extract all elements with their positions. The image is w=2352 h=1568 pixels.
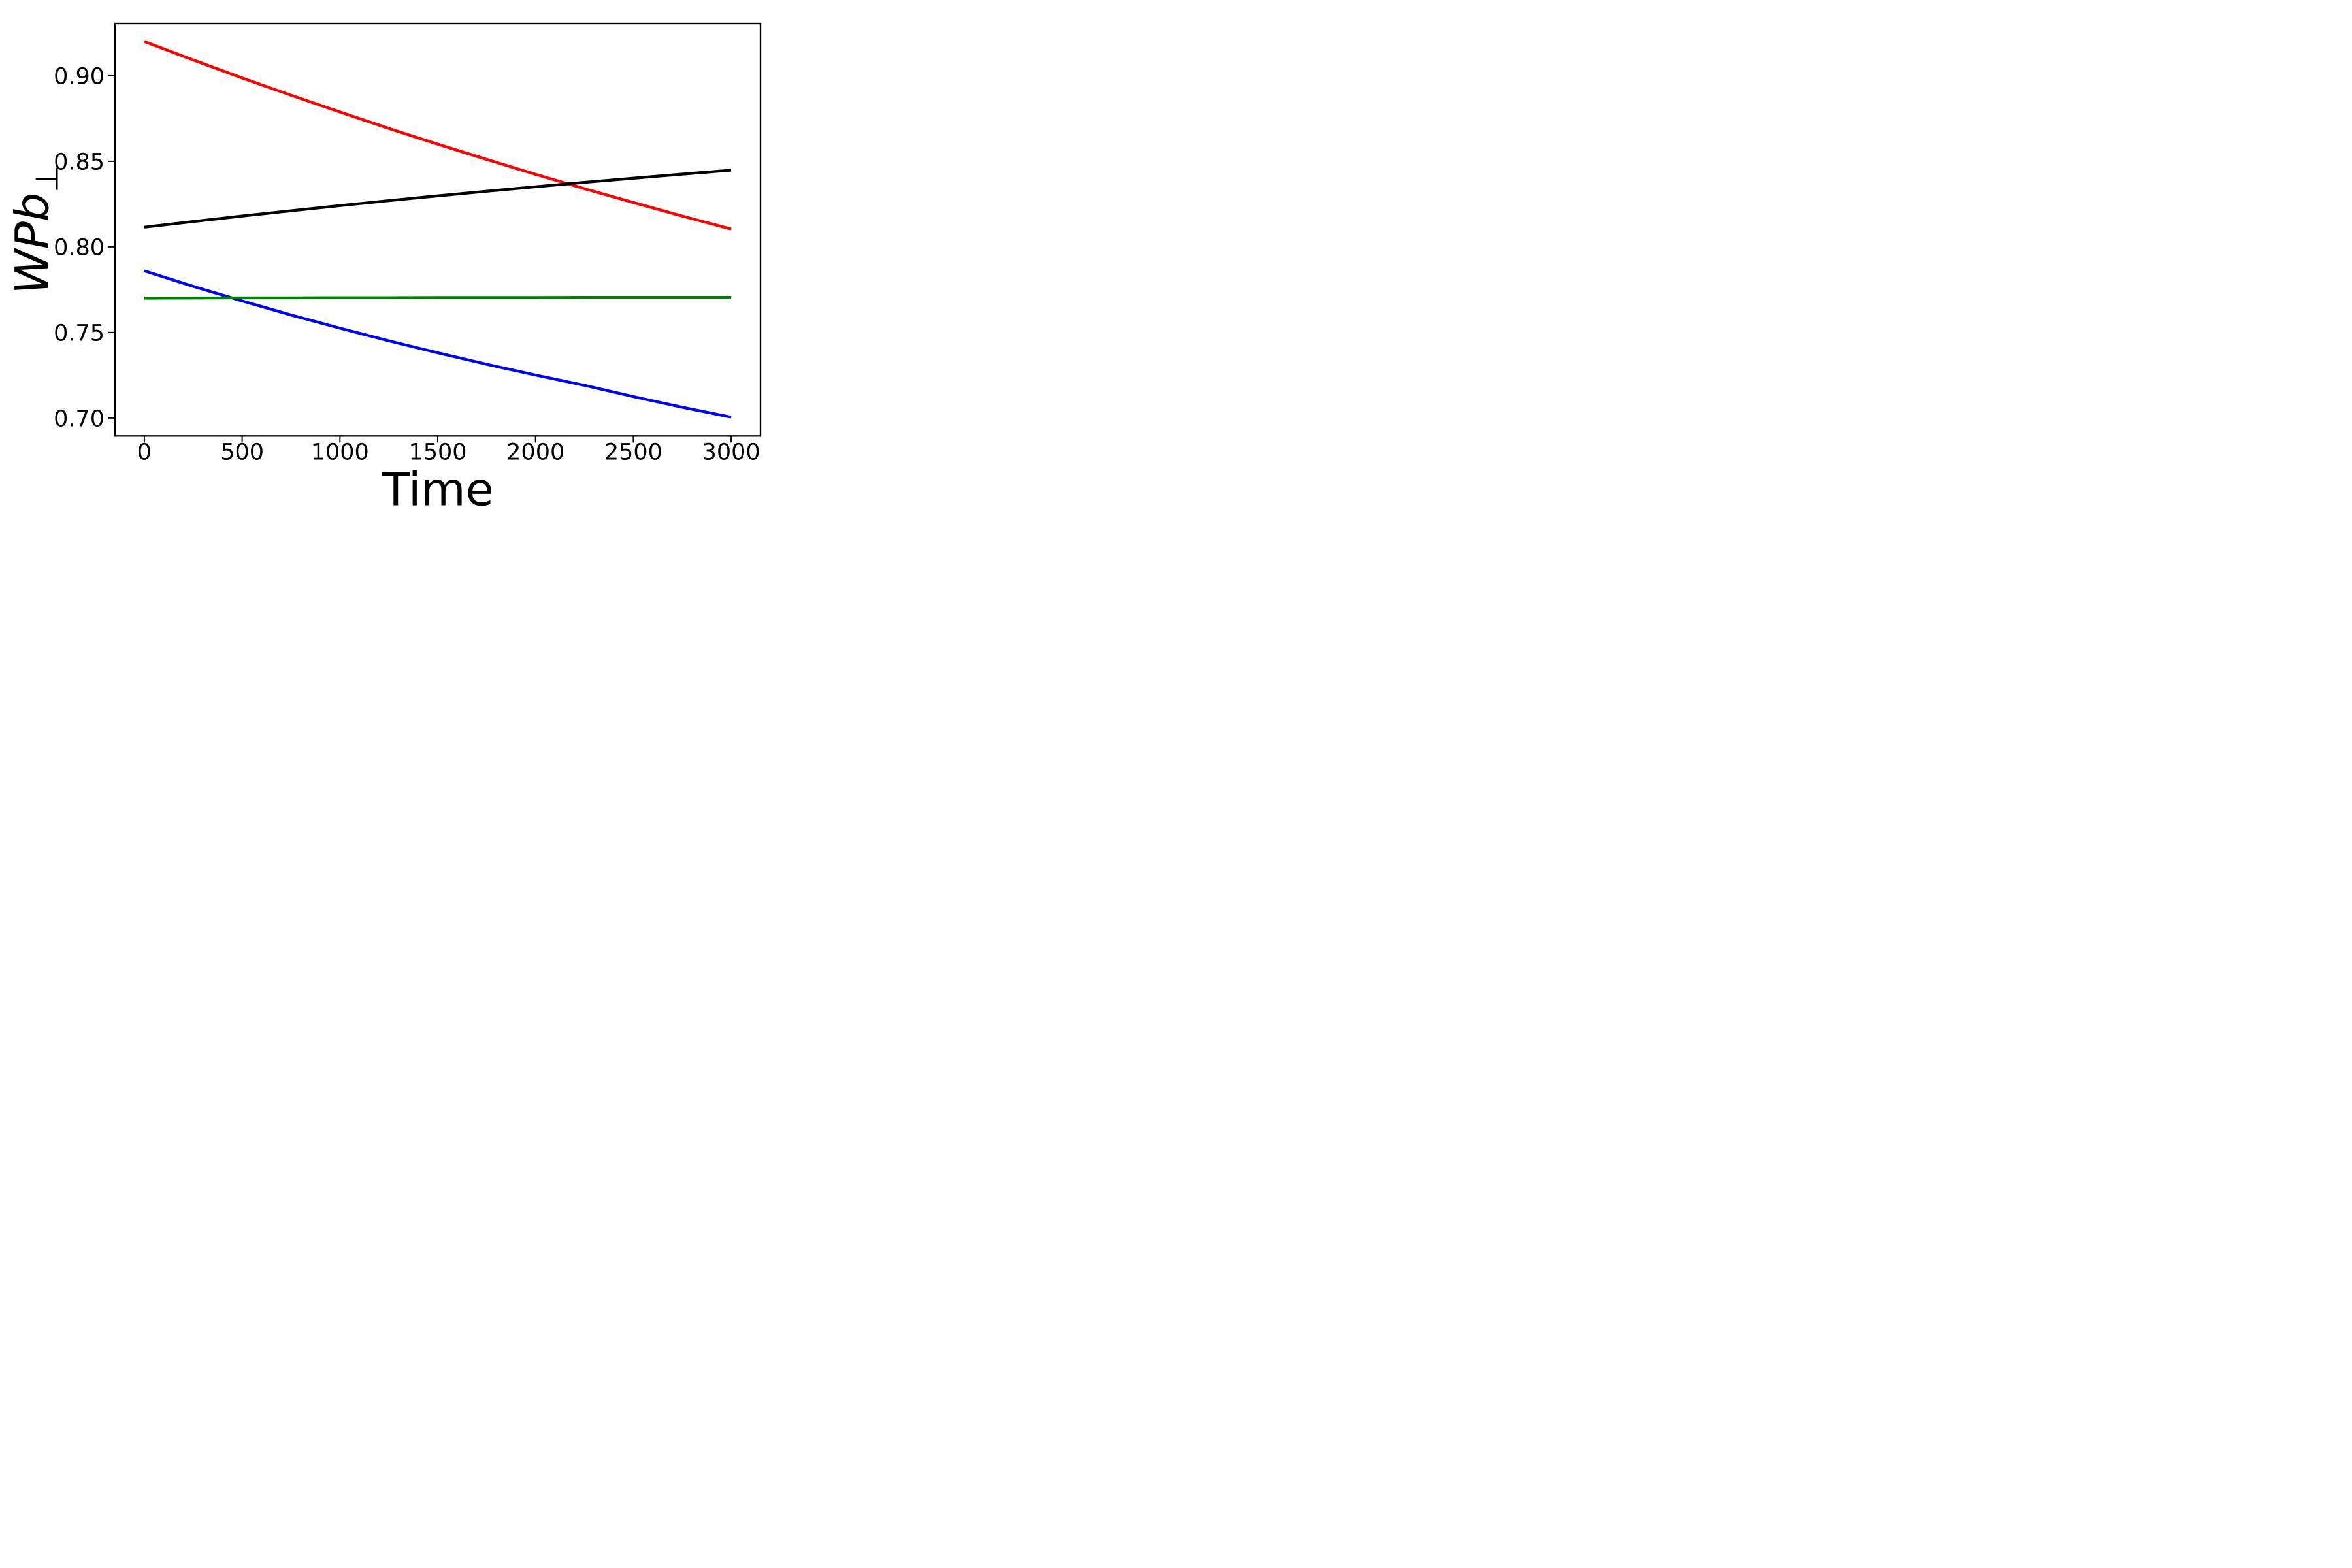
x-tick-label-1000: 1000: [311, 439, 369, 465]
y-tick-label-0.80: 0.80: [54, 235, 105, 261]
plot-area: [115, 24, 760, 436]
y-axis-label-subscript: ⊥: [29, 165, 65, 193]
y-tick-label-0.75: 0.75: [54, 321, 105, 347]
line-chart: 0 500 1000 1500 2000 2500 3000 0.70 0.75 0.80 0.8…: [5, 22, 762, 516]
red-line: [144, 40, 732, 231]
y-tick-label-0.90: 0.90: [54, 64, 105, 90]
y-axis-label-main: WPb: [5, 193, 59, 295]
x-axis-label: Time: [381, 463, 493, 516]
x-tick-label-500: 500: [220, 439, 264, 465]
x-tick-label-2000: 2000: [506, 439, 564, 465]
green-line: [144, 295, 732, 300]
y-axis-ticks: 0.70 0.75 0.80 0.85 0.90: [54, 64, 115, 432]
x-tick-label-1500: 1500: [408, 439, 466, 465]
y-tick-label-0.70: 0.70: [54, 406, 105, 432]
y-axis-label: WPb⊥: [5, 165, 65, 295]
x-axis-ticks: 0 500 1000 1500 2000 2500 3000: [137, 436, 760, 465]
blue-line: [144, 269, 732, 419]
x-tick-label-3000: 3000: [702, 439, 760, 465]
series-group: [144, 40, 732, 419]
x-tick-label-2500: 2500: [604, 439, 662, 465]
figure: 0 500 1000 1500 2000 2500 3000 0.70 0.75 0.80 0.8…: [0, 0, 784, 523]
black-line: [144, 169, 732, 229]
y-tick-label-0.85: 0.85: [54, 150, 105, 176]
x-tick-label-0: 0: [137, 439, 152, 465]
